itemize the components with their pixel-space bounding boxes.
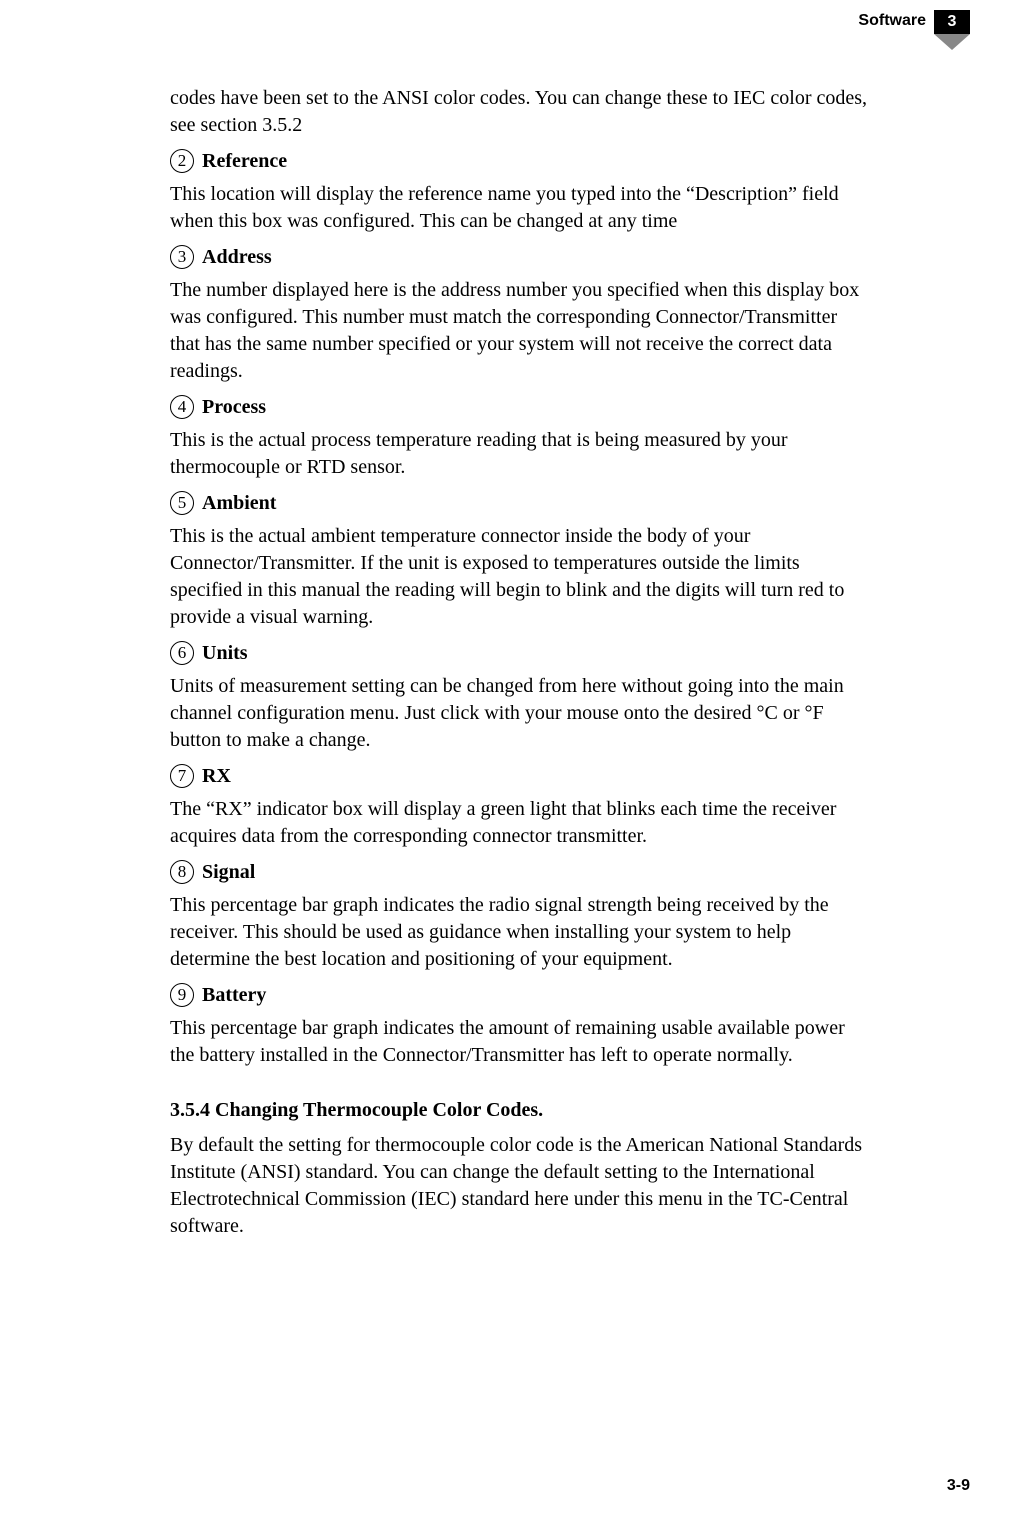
badge-triangle-icon [934,34,970,50]
section-title: Address [202,246,272,269]
section-title: Signal [202,861,255,884]
chapter-number: 3 [934,10,970,34]
section-heading-2: 2 Reference [170,149,870,173]
circled-number-icon: 6 [170,641,194,665]
content-area: codes have been set to the ANSI color co… [170,85,870,1250]
section-heading-6: 6 Units [170,641,870,665]
section-body: The number displayed here is the address… [170,277,870,385]
section-title: Reference [202,150,287,173]
page-header: Software 3 [858,10,970,50]
page-number: 3-9 [947,1477,970,1495]
section-body: This is the actual process temperature r… [170,427,870,481]
section-heading-4: 4 Process [170,395,870,419]
section-title: Ambient [202,492,276,515]
section-heading-8: 8 Signal [170,860,870,884]
chapter-badge: 3 [934,10,970,50]
section-heading-5: 5 Ambient [170,491,870,515]
circled-number-icon: 3 [170,245,194,269]
section-title: Battery [202,984,266,1007]
section-body: This location will display the reference… [170,181,870,235]
section-heading-3: 3 Address [170,245,870,269]
section-body: This percentage bar graph indicates the … [170,1015,870,1069]
section-heading-9: 9 Battery [170,983,870,1007]
circled-number-icon: 8 [170,860,194,884]
subsection-title: 3.5.4 Changing Thermocouple Color Codes. [170,1099,870,1122]
section-body: This percentage bar graph indicates the … [170,892,870,973]
section-title: Units [202,642,248,665]
intro-paragraph: codes have been set to the ANSI color co… [170,85,870,139]
header-label: Software [858,12,926,30]
subsection-body: By default the setting for thermocouple … [170,1132,870,1240]
section-title: RX [202,765,231,788]
section-body: The “RX” indicator box will display a gr… [170,796,870,850]
circled-number-icon: 5 [170,491,194,515]
circled-number-icon: 2 [170,149,194,173]
circled-number-icon: 9 [170,983,194,1007]
circled-number-icon: 7 [170,764,194,788]
section-body: This is the actual ambient temperature c… [170,523,870,631]
section-title: Process [202,396,266,419]
circled-number-icon: 4 [170,395,194,419]
section-heading-7: 7 RX [170,764,870,788]
section-body: Units of measurement setting can be chan… [170,673,870,754]
